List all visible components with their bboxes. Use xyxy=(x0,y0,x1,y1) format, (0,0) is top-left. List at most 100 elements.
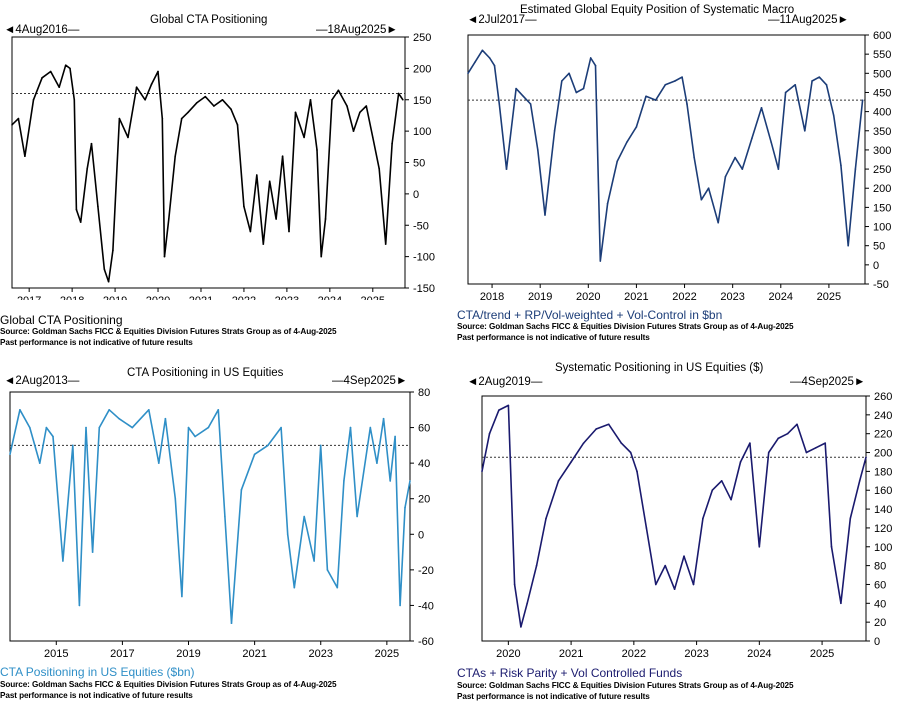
data-point xyxy=(711,489,714,492)
chart-svg: -150 -100 -50 0 50 100 150 200 250 2017 2018 2019 20… xyxy=(11,32,435,300)
data-point xyxy=(195,102,198,104)
x-tick-label: 2017 xyxy=(110,648,134,660)
y-tick-label: 260 xyxy=(874,391,892,403)
data-point xyxy=(174,497,177,500)
data-point xyxy=(204,95,207,98)
data-point xyxy=(575,91,578,94)
data-point xyxy=(702,517,704,520)
data-point xyxy=(9,453,11,456)
data-point xyxy=(64,64,67,67)
y-tick-label: -100 xyxy=(413,252,435,264)
data-point xyxy=(544,214,546,216)
data-point xyxy=(86,167,88,170)
data-point xyxy=(804,129,806,132)
y-tick-label: 400 xyxy=(873,107,891,119)
data-point xyxy=(498,103,501,105)
data-point xyxy=(131,426,134,429)
y-tick-label: 250 xyxy=(873,164,891,176)
chart-svg: -60 -40 -20 0 20 40 60 80 2015 2017 2019 2021 2023 20… xyxy=(9,387,434,660)
data-point xyxy=(570,461,572,463)
x-tick-label: 2018 xyxy=(480,291,504,303)
data-point xyxy=(376,462,378,464)
source-note: Source: Goldman Sachs FICC & Equities Di… xyxy=(457,681,794,690)
data-point xyxy=(488,432,491,435)
data-point xyxy=(467,72,469,75)
series-line xyxy=(9,408,411,625)
y-tick-label: 120 xyxy=(874,523,892,535)
x-tick-label: 2023 xyxy=(275,295,299,300)
legend-label: CTAs + Risk Parity + Vol Controlled Fund… xyxy=(457,666,683,680)
source-note: Source: Goldman Sachs FICC & Equities Di… xyxy=(0,680,337,689)
x-tick-label: 2021 xyxy=(624,291,648,303)
data-point xyxy=(635,126,638,128)
data-point xyxy=(474,61,477,63)
data-point xyxy=(840,602,842,605)
x-tick-label: 2022 xyxy=(672,291,696,303)
start-date-label: ◄4Aug2016— xyxy=(4,24,80,36)
data-point xyxy=(337,89,340,92)
start-date-label: ◄2Aug2019— xyxy=(467,376,543,388)
x-tick-label: 2024 xyxy=(769,291,793,303)
data-point xyxy=(148,408,150,411)
data-point xyxy=(118,417,120,420)
data-point xyxy=(717,221,720,224)
data-point xyxy=(616,160,618,163)
x-tick-label: 2025 xyxy=(361,295,385,300)
y-tick-label: -40 xyxy=(418,600,434,612)
data-point xyxy=(236,124,239,126)
data-point xyxy=(11,124,13,126)
data-point xyxy=(112,249,114,252)
data-point xyxy=(24,155,26,158)
data-point xyxy=(103,268,106,270)
data-point xyxy=(324,218,327,220)
data-point xyxy=(268,180,271,183)
data-point xyxy=(157,70,159,73)
y-tick-label: 180 xyxy=(874,466,892,478)
data-point xyxy=(369,426,372,429)
data-point xyxy=(32,98,35,101)
y-tick-label: 500 xyxy=(873,68,891,80)
data-point xyxy=(72,444,74,447)
y-tick-label: 200 xyxy=(874,448,892,460)
data-point xyxy=(38,462,41,464)
data-point xyxy=(319,444,322,447)
data-point xyxy=(507,404,510,407)
x-tick-label: 2021 xyxy=(189,295,213,300)
data-point xyxy=(164,417,167,420)
y-tick-label: 0 xyxy=(418,529,424,541)
data-point xyxy=(167,218,170,220)
chart-title: CTA Positioning in US Equities xyxy=(127,367,284,379)
data-point xyxy=(224,515,226,518)
disclaimer-note: Past performance is not indicative of fu… xyxy=(457,333,650,342)
y-tick-label: 350 xyxy=(873,126,891,138)
data-point xyxy=(256,174,258,176)
x-tick-label: 2024 xyxy=(318,295,342,300)
data-point xyxy=(389,480,391,482)
data-point xyxy=(724,175,727,178)
x-tick-label: 2022 xyxy=(232,295,256,300)
data-point xyxy=(777,168,780,170)
data-point xyxy=(230,108,232,110)
data-point xyxy=(371,136,374,139)
data-point xyxy=(253,453,256,456)
start-date-label: ◄2Aug2013— xyxy=(4,375,80,387)
x-tick-label: 2020 xyxy=(576,291,600,303)
y-tick-label: 160 xyxy=(874,485,892,497)
data-point xyxy=(249,230,252,233)
y-tick-label: 0 xyxy=(873,260,879,272)
data-point xyxy=(561,80,563,82)
y-tick-label: 150 xyxy=(873,202,891,214)
data-point xyxy=(97,205,99,208)
data-point xyxy=(515,87,517,90)
data-point xyxy=(365,105,368,107)
data-point xyxy=(861,99,864,101)
data-point xyxy=(568,72,570,75)
plot-frame xyxy=(9,391,411,642)
y-tick-label: 40 xyxy=(418,458,430,470)
data-point xyxy=(794,84,797,86)
data-point xyxy=(720,480,723,482)
x-tick-label: 2021 xyxy=(559,648,583,660)
data-point xyxy=(535,564,538,567)
disclaimer-note: Past performance is not indicative of fu… xyxy=(457,692,650,701)
data-point xyxy=(230,622,233,625)
